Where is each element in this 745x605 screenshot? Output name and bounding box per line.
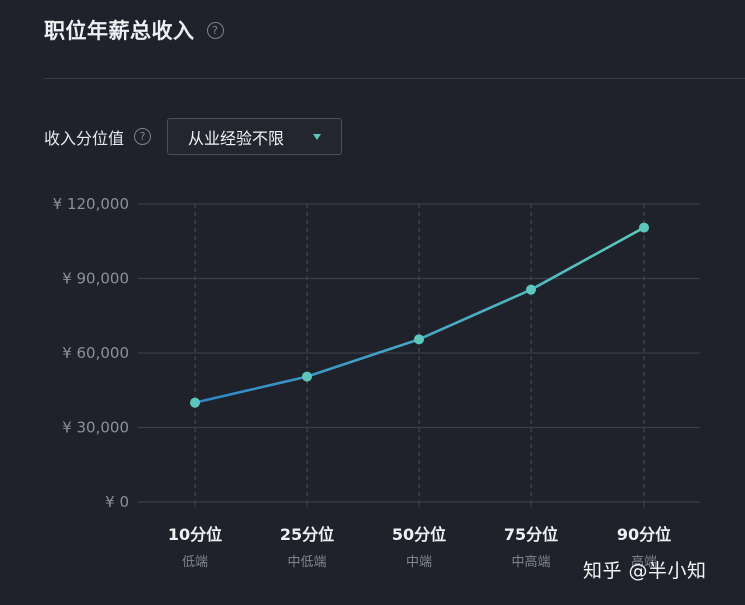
x-tick-label: 75分位 [504, 525, 558, 544]
experience-select[interactable]: 从业经验不限 [167, 118, 343, 155]
header-divider [44, 78, 745, 79]
x-tick-label: 10分位 [168, 525, 222, 544]
x-tick-sublabel: 中低端 [287, 555, 326, 570]
series-line [194, 226, 645, 404]
watermark-text: 知乎 @半小知 [583, 560, 707, 582]
filter-row: 收入分位值 ? 从业经验不限 [44, 118, 343, 155]
x-tick-sublabel: 中端 [406, 555, 432, 570]
y-tick-label: ¥ 0 [105, 493, 129, 511]
caret-down-icon [313, 133, 322, 140]
x-tick-sublabel: 中高端 [511, 554, 550, 570]
x-tick-sublabel: 低端 [182, 555, 208, 570]
x-tick-label: 25分位 [280, 525, 334, 544]
filter-label: 收入分位值 [44, 128, 125, 148]
y-tick-label: ¥ 30,000 [62, 419, 129, 437]
y-tick-label: ¥ 60,000 [62, 344, 129, 362]
page-title: 职位年薪总收入 [44, 19, 195, 43]
data-point [190, 397, 200, 408]
experience-select-value: 从业经验不限 [188, 128, 285, 148]
x-tick-label: 90分位 [617, 525, 671, 544]
data-point [639, 222, 649, 233]
question-circle-icon[interactable]: ? [134, 128, 152, 145]
x-tick-label: 50分位 [392, 525, 446, 544]
y-tick-label: ¥ 90,000 [62, 270, 129, 288]
data-point [414, 334, 424, 345]
question-circle-icon[interactable]: ? [206, 21, 224, 39]
title-row: 职位年薪总收入 ? [44, 16, 224, 44]
data-point [526, 284, 536, 295]
data-point [302, 371, 312, 382]
y-tick-label: ¥ 120,000 [53, 195, 129, 213]
